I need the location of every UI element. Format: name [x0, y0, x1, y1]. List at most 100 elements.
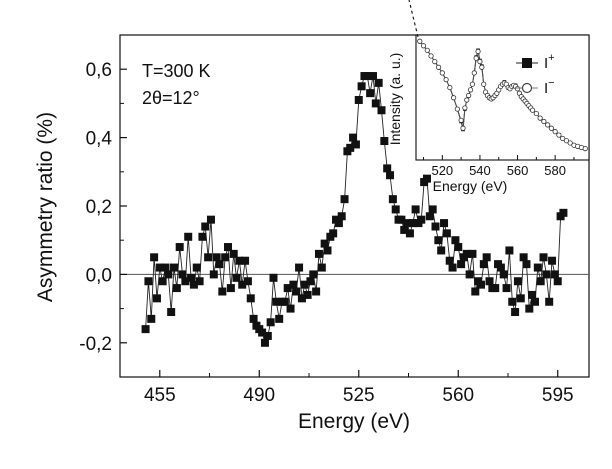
inset-point-i-minus	[560, 135, 566, 142]
data-point	[368, 72, 377, 81]
inset-point-i-minus	[466, 92, 472, 99]
inset-point-i-minus	[541, 118, 547, 125]
data-point	[266, 318, 275, 327]
data-point	[400, 225, 409, 234]
data-point	[314, 249, 323, 258]
y-axis-title: Asymmetry ratio (%)	[34, 112, 57, 302]
data-point	[346, 143, 355, 152]
data-point	[366, 89, 375, 98]
data-point	[249, 314, 258, 323]
legend-marker-i-minus	[521, 82, 533, 94]
inset-point-i-minus	[451, 95, 457, 101]
data-point	[292, 287, 301, 296]
data-point	[445, 256, 454, 265]
data-point	[451, 236, 460, 245]
inset-curves	[417, 38, 588, 152]
data-point	[403, 219, 412, 228]
data-point	[187, 273, 196, 282]
asymmetry-series-points	[141, 72, 568, 347]
data-point	[204, 253, 213, 262]
data-point	[323, 246, 332, 255]
data-point	[184, 232, 193, 241]
data-point	[462, 249, 471, 258]
data-point	[155, 263, 164, 272]
data-point	[246, 294, 255, 303]
data-point	[516, 294, 525, 303]
main-y-ticks: -0,2 0,0 0,2 0,4 0,6	[79, 34, 127, 378]
data-point	[457, 260, 466, 269]
data-point	[476, 280, 485, 289]
inset-point-i-minus	[556, 132, 562, 138]
inset-point-i-minus	[435, 64, 442, 70]
data-point	[371, 99, 380, 108]
data-point	[189, 280, 198, 289]
data-point	[181, 277, 190, 286]
legend-marker-i-plus	[522, 58, 532, 68]
data-point	[437, 246, 446, 255]
data-point	[175, 243, 184, 252]
data-point	[340, 195, 349, 204]
data-point	[221, 253, 230, 262]
inset-point-i-minus	[545, 122, 551, 128]
data-point	[553, 277, 562, 286]
legend-label-i-plus: I+	[544, 52, 555, 72]
inset-point-i-minus	[514, 86, 521, 92]
data-point	[260, 338, 269, 347]
inset-point-i-minus	[432, 58, 438, 65]
temperature-annotation: T=300 K	[142, 61, 211, 81]
data-point	[312, 287, 321, 296]
data-point	[195, 277, 204, 286]
data-point	[363, 72, 372, 81]
data-point	[502, 284, 511, 293]
data-point	[150, 253, 159, 262]
data-point	[405, 229, 414, 238]
data-point	[454, 243, 463, 252]
data-point	[448, 263, 457, 272]
data-point	[559, 208, 568, 217]
data-point	[295, 263, 304, 272]
data-point	[212, 253, 221, 262]
inset-point-i-minus	[454, 106, 460, 112]
data-point	[542, 270, 551, 279]
data-point	[383, 164, 392, 173]
data-point	[218, 287, 227, 296]
data-point	[215, 260, 224, 269]
data-point	[499, 270, 508, 279]
inset-point-i-minus	[582, 146, 588, 152]
data-point	[533, 263, 542, 272]
data-point	[224, 243, 233, 252]
data-point	[397, 215, 406, 224]
data-point	[263, 331, 272, 340]
data-point	[334, 219, 343, 228]
data-point	[172, 284, 181, 293]
data-point	[201, 222, 210, 231]
data-point	[479, 260, 488, 269]
main-y-tick-label: -0,2	[79, 334, 112, 355]
data-point	[317, 263, 326, 272]
data-point	[329, 229, 338, 238]
inset-point-i-minus	[563, 138, 570, 144]
data-point	[434, 236, 443, 245]
data-point	[513, 277, 522, 286]
data-point	[519, 253, 528, 262]
main-y-tick-label: 0,4	[86, 129, 113, 150]
main-y-tick-label: 0,2	[86, 197, 112, 218]
data-point	[164, 270, 173, 279]
main-y-tick-label: 0,0	[86, 265, 112, 286]
inset-point-i-minus	[462, 105, 468, 111]
data-point	[496, 263, 505, 272]
inset-x-ticks: 520 540 560 580	[423, 155, 575, 178]
data-point	[141, 325, 150, 334]
inset-x-tick-label: 540	[469, 163, 491, 178]
x-axis-title: Energy (eV)	[298, 410, 410, 433]
inset-point-i-minus	[533, 110, 539, 117]
data-point	[548, 256, 557, 265]
data-point	[209, 270, 218, 279]
main-x-tick-label: 525	[343, 385, 375, 406]
data-point	[198, 232, 207, 241]
data-point	[374, 78, 383, 87]
inset-point-i-minus	[479, 64, 485, 70]
data-point	[283, 284, 292, 293]
inset-pointer-line	[408, 0, 419, 38]
data-point	[377, 106, 386, 115]
